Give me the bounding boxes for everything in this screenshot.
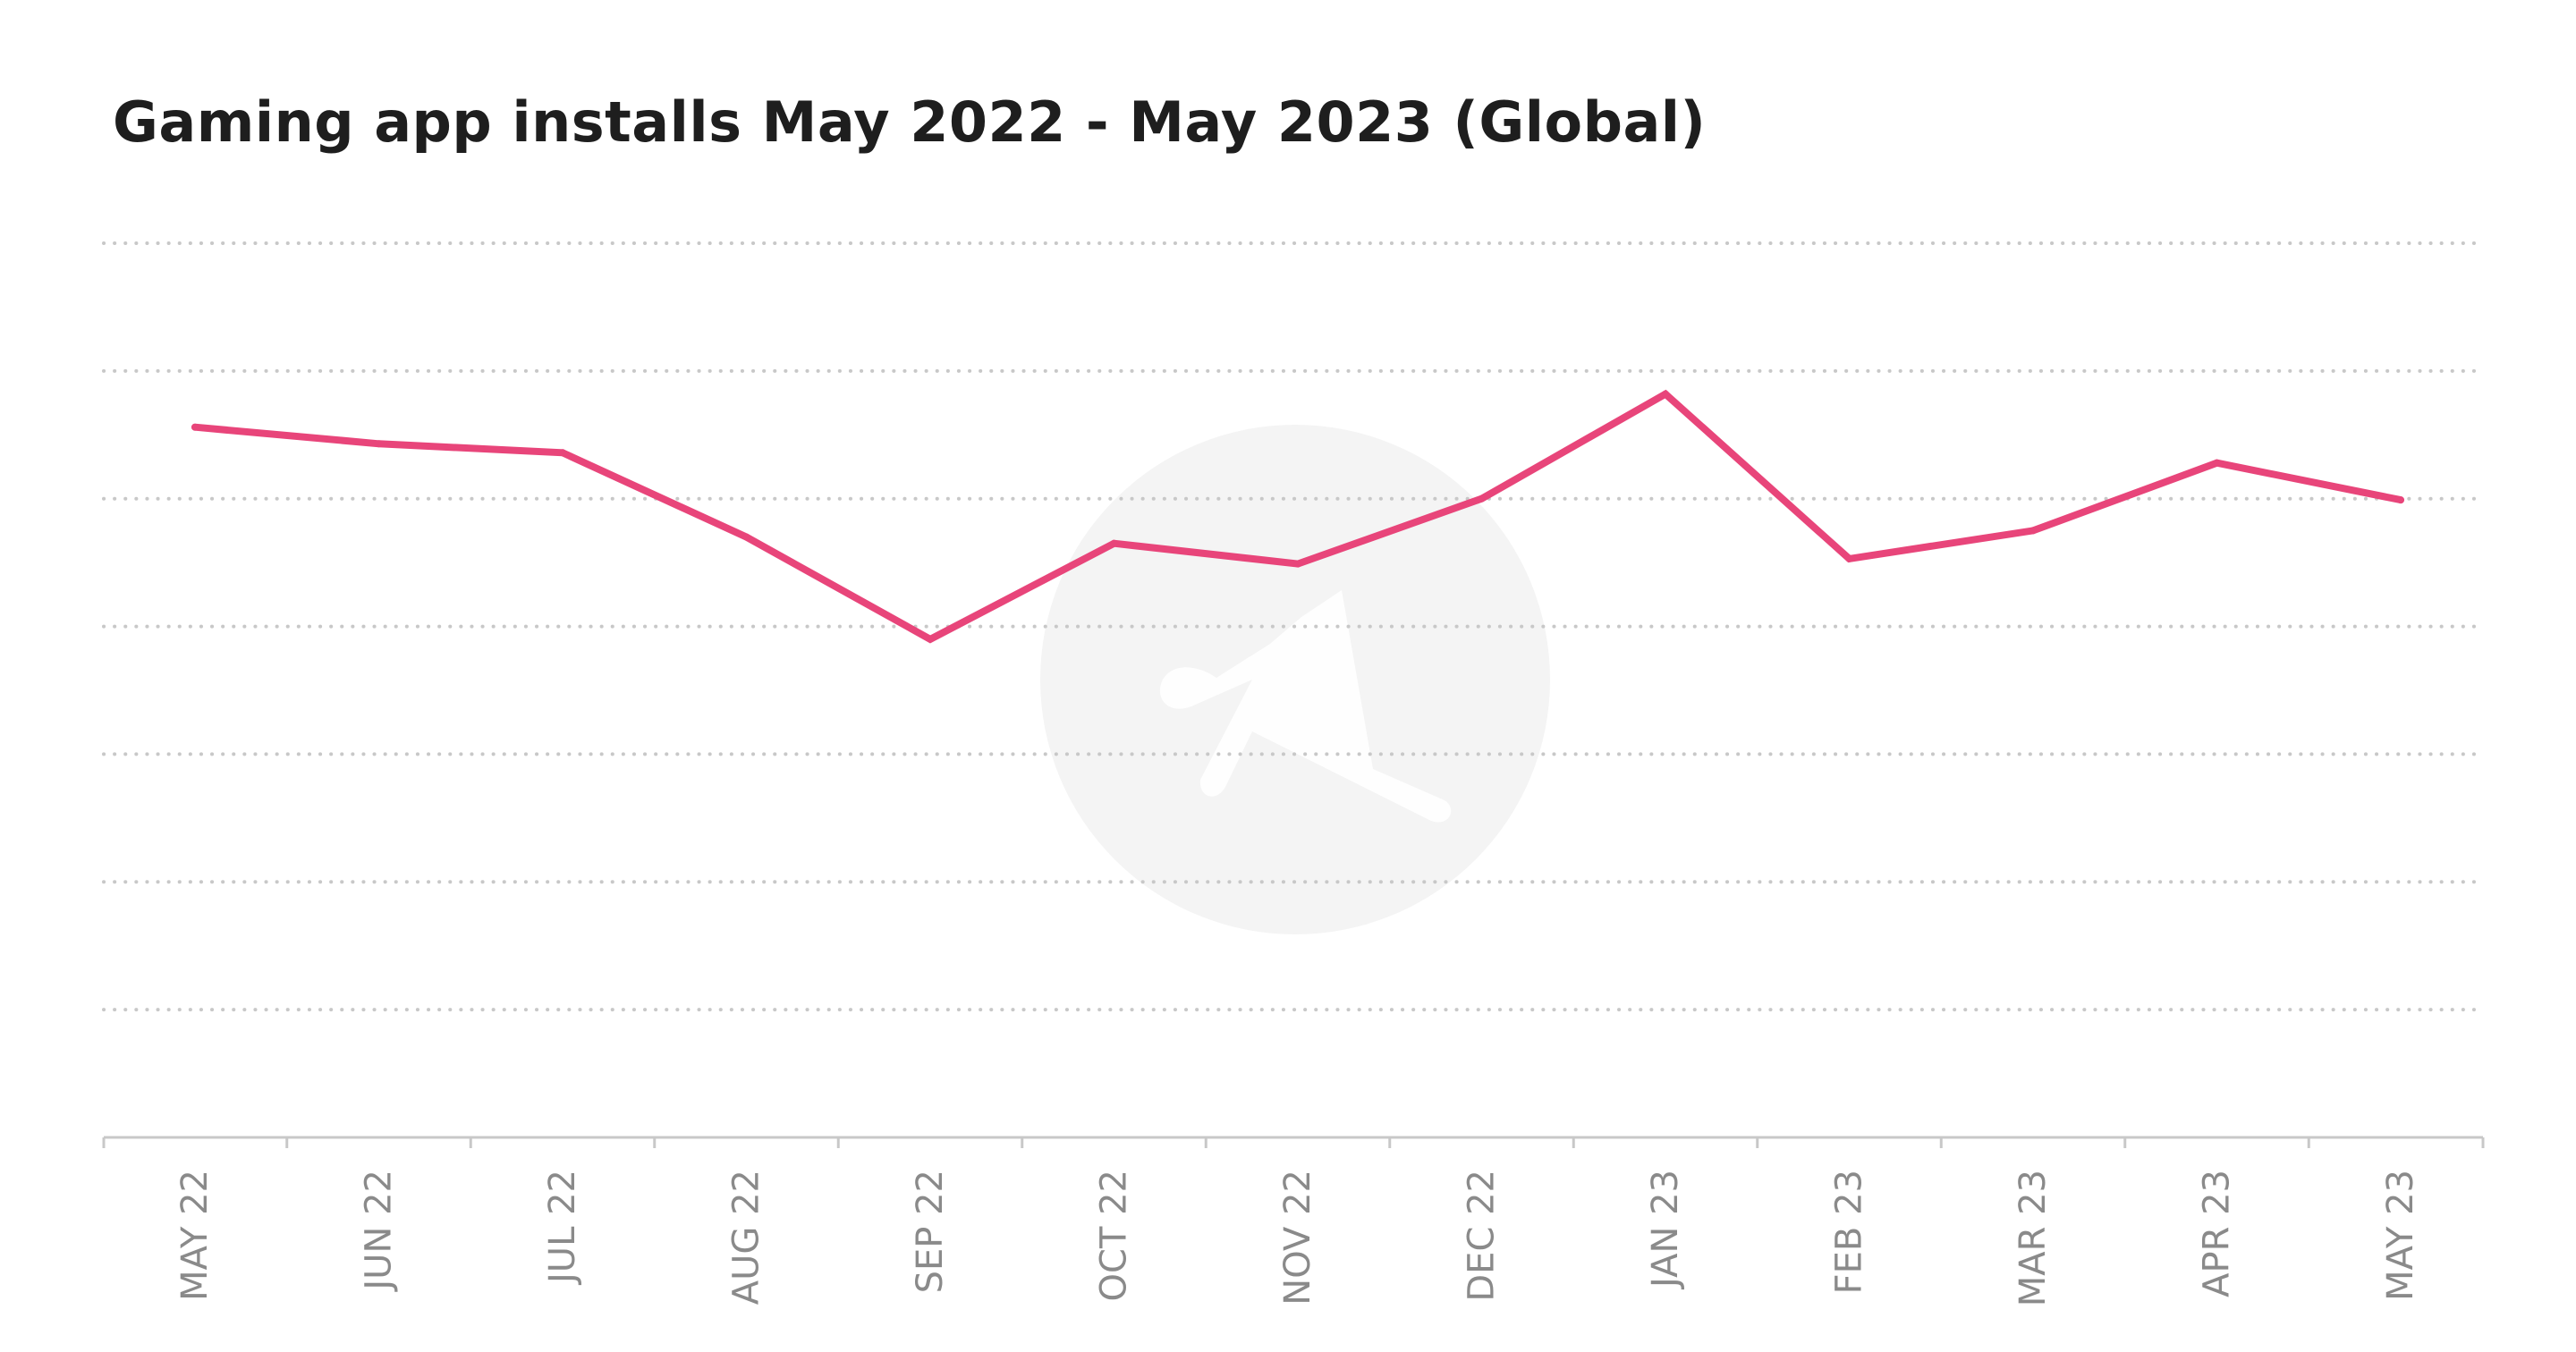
x-tick-label: MAY 22: [174, 1170, 216, 1301]
chart-title: Gaming app installs May 2022 - May 2023 …: [113, 89, 1707, 155]
x-tick-label: JUN 22: [359, 1170, 400, 1293]
data-point: [1478, 494, 1486, 503]
data-point: [1294, 560, 1301, 568]
x-tick-label: JUL 22: [542, 1170, 583, 1286]
x-tick-label: MAR 23: [2012, 1170, 2054, 1306]
data-point: [191, 423, 199, 431]
x-tick-label: OCT 22: [1094, 1170, 1135, 1301]
x-tick-label: APR 23: [2197, 1170, 2238, 1297]
x-tick-label: FEB 23: [1829, 1170, 1870, 1294]
data-point: [1845, 554, 1853, 562]
data-point: [927, 635, 934, 643]
data-point: [2213, 459, 2221, 467]
watermark-glyph: [1159, 590, 1452, 823]
x-axis: MAY 22 JUN 22 JUL 22 AUG 22 SEP 22 OCT 22 NOV …: [102, 1136, 2485, 1306]
x-tick-label: SEP 22: [910, 1170, 951, 1293]
data-point: [1110, 539, 1118, 547]
x-tick-label: NOV 22: [1277, 1170, 1318, 1306]
data-point: [375, 440, 383, 448]
series-group: [191, 389, 2404, 644]
data-point: [2029, 527, 2037, 535]
x-tick-label: AUG 22: [726, 1170, 767, 1305]
x-tick-label: DEC 22: [1462, 1170, 1503, 1302]
data-point: [2397, 496, 2404, 504]
x-tick-label: MAY 23: [2380, 1170, 2421, 1301]
grid-lines: [102, 241, 2485, 1012]
x-tick-label: JAN 23: [1645, 1170, 1686, 1290]
data-point: [742, 533, 750, 541]
data-point: [1662, 390, 1669, 398]
data-point: [559, 449, 566, 457]
